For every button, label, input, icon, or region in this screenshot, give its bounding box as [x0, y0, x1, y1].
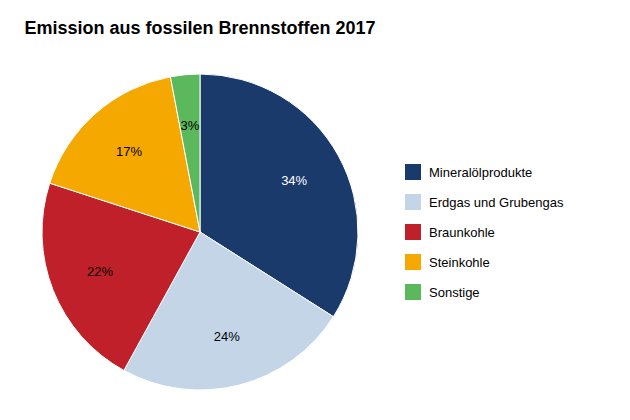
legend-label: Erdgas und Grubengas — [429, 195, 564, 210]
legend-label: Mineralölprodukte — [429, 165, 532, 180]
legend-swatch — [405, 224, 421, 240]
legend-item: Mineralölprodukte — [405, 164, 532, 180]
legend-swatch — [405, 284, 421, 300]
data-label: 24% — [214, 329, 240, 344]
legend: Mineralölprodukte Erdgas und Grubengas Bra… — [405, 164, 564, 300]
legend-swatch — [405, 254, 421, 270]
legend-item: Steinkohle — [405, 254, 490, 270]
legend-item: Erdgas und Grubengas — [405, 194, 564, 210]
legend-label: Braunkohle — [429, 225, 495, 240]
chart: Emission aus fossilen Brennstoffen 2017 3… — [0, 0, 630, 420]
legend-item: Braunkohle — [405, 224, 495, 240]
data-label: 17% — [116, 144, 142, 159]
legend-label: Sonstige — [429, 285, 480, 300]
title: Emission aus fossilen Brennstoffen 2017 — [24, 18, 375, 38]
data-label: 34% — [281, 173, 307, 188]
legend-swatch — [405, 164, 421, 180]
data-labels: 34% 24% 22% 17% 3% — [87, 118, 308, 344]
pie — [42, 74, 358, 390]
legend-item: Sonstige — [405, 284, 480, 300]
data-label: 3% — [180, 118, 199, 133]
data-label: 22% — [87, 264, 113, 279]
slice — [170, 74, 200, 232]
legend-swatch — [405, 194, 421, 210]
legend-label: Steinkohle — [429, 255, 490, 270]
